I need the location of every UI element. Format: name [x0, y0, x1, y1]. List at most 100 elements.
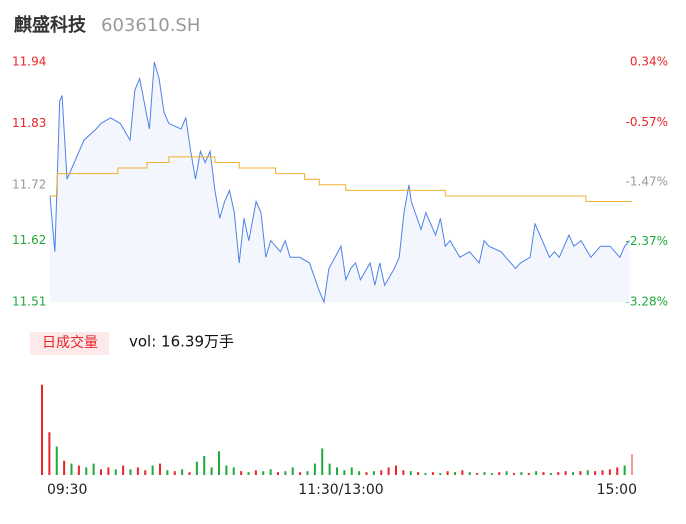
volume-bar	[424, 473, 427, 475]
y-tick-label: 11.72	[12, 177, 46, 191]
stock-code: 603610.SH	[101, 15, 200, 36]
volume-bar	[232, 467, 235, 475]
volume-bar	[417, 472, 420, 475]
volume-total: vol: 16.39万手	[129, 333, 234, 351]
volume-bar	[395, 465, 397, 475]
y2-tick-label: -1.47%	[626, 175, 668, 189]
volume-bar	[262, 471, 265, 475]
x-tick-label: 09:30	[47, 482, 87, 498]
volume-bar	[313, 463, 316, 475]
volume-bar	[247, 472, 250, 475]
volume-bar	[601, 470, 604, 475]
volume-bar	[63, 460, 66, 475]
y2-tick-label: -3.28%	[626, 295, 668, 309]
volume-bar	[505, 471, 508, 475]
volume-bar	[122, 465, 125, 475]
volume-bar	[586, 470, 589, 475]
volume-bar	[409, 471, 412, 475]
volume-bar	[181, 469, 184, 475]
volume-bar	[321, 448, 324, 475]
volume-bar	[387, 467, 390, 475]
volume-bar	[151, 465, 154, 475]
volume-bar	[85, 467, 88, 475]
volume-bar	[254, 470, 257, 475]
volume-bar	[564, 471, 567, 475]
volume-bar	[166, 470, 169, 475]
volume-bar	[343, 470, 346, 475]
volume-label-bg	[30, 332, 109, 355]
volume-bar	[188, 472, 191, 475]
volume-bar	[372, 471, 375, 475]
volume-bar	[608, 469, 611, 475]
volume-bar	[144, 470, 147, 475]
y-tick-label: 11.62	[12, 233, 46, 247]
volume-bar	[476, 473, 479, 475]
volume-bar	[195, 461, 198, 475]
volume-bar	[483, 472, 486, 475]
volume-bar	[557, 472, 560, 475]
volume-bar	[461, 470, 464, 475]
volume-bar	[542, 472, 545, 475]
volume-bar	[70, 463, 73, 475]
volume-bar	[55, 446, 58, 475]
avg-line	[50, 156, 632, 202]
volume-bar	[623, 465, 626, 475]
volume-bar	[468, 472, 471, 475]
volume-bar	[100, 469, 102, 475]
volume-bar	[498, 472, 501, 475]
volume-bar	[92, 463, 95, 475]
volume-bar	[299, 472, 302, 475]
x-tick-label: 11:30/13:00	[298, 482, 383, 498]
stock-name: 麒盛科技	[14, 14, 87, 36]
volume-bar	[77, 465, 80, 475]
volume-bar	[631, 454, 633, 475]
volume-bar	[225, 465, 228, 475]
volume-bar	[107, 467, 110, 475]
price-line	[49, 61, 630, 304]
volume-bar	[439, 473, 442, 475]
volume-bar	[380, 470, 383, 475]
volume-bar	[277, 472, 279, 475]
volume-bar	[513, 473, 515, 475]
volume-bar	[527, 473, 530, 475]
volume-bar	[328, 463, 331, 475]
volume-bar	[579, 471, 582, 475]
x-tick-label: 15:00	[597, 482, 637, 498]
volume-bar	[306, 471, 309, 475]
volume-bar	[572, 472, 574, 475]
volume-bar	[402, 470, 405, 475]
volume-label: 日成交量	[42, 334, 98, 351]
volume-bar	[616, 467, 619, 475]
volume-bar	[240, 471, 243, 475]
volume-bar	[218, 451, 220, 475]
volume-bar	[129, 469, 132, 475]
volume-bar	[535, 471, 538, 475]
volume-bar	[350, 467, 353, 475]
price-area	[50, 62, 630, 302]
y-tick-label: 11.94	[12, 55, 46, 69]
volume-bar	[203, 456, 206, 475]
volume-bar	[446, 471, 449, 475]
volume-bar	[520, 472, 523, 475]
volume-bar	[159, 463, 161, 475]
volume-bar	[549, 473, 552, 475]
volume-bar	[269, 469, 272, 475]
y-tick-label: 11.51	[12, 295, 46, 309]
volume-bar	[173, 471, 176, 475]
volume-bar	[336, 467, 338, 475]
y2-tick-label: 0.34%	[630, 55, 668, 69]
volume-bar	[48, 432, 51, 475]
volume-bar	[490, 473, 493, 475]
y2-tick-label: -2.37%	[626, 234, 668, 248]
volume-bar	[41, 384, 43, 475]
volume-bar	[358, 471, 361, 475]
y-tick-label: 11.83	[12, 116, 46, 130]
volume-bar	[291, 467, 294, 475]
volume-bar	[210, 467, 213, 475]
volume-bar	[594, 471, 597, 475]
y2-tick-label: -0.57%	[626, 115, 668, 129]
volume-bar	[114, 469, 117, 475]
volume-bar	[454, 472, 456, 475]
volume-bar	[431, 472, 434, 475]
